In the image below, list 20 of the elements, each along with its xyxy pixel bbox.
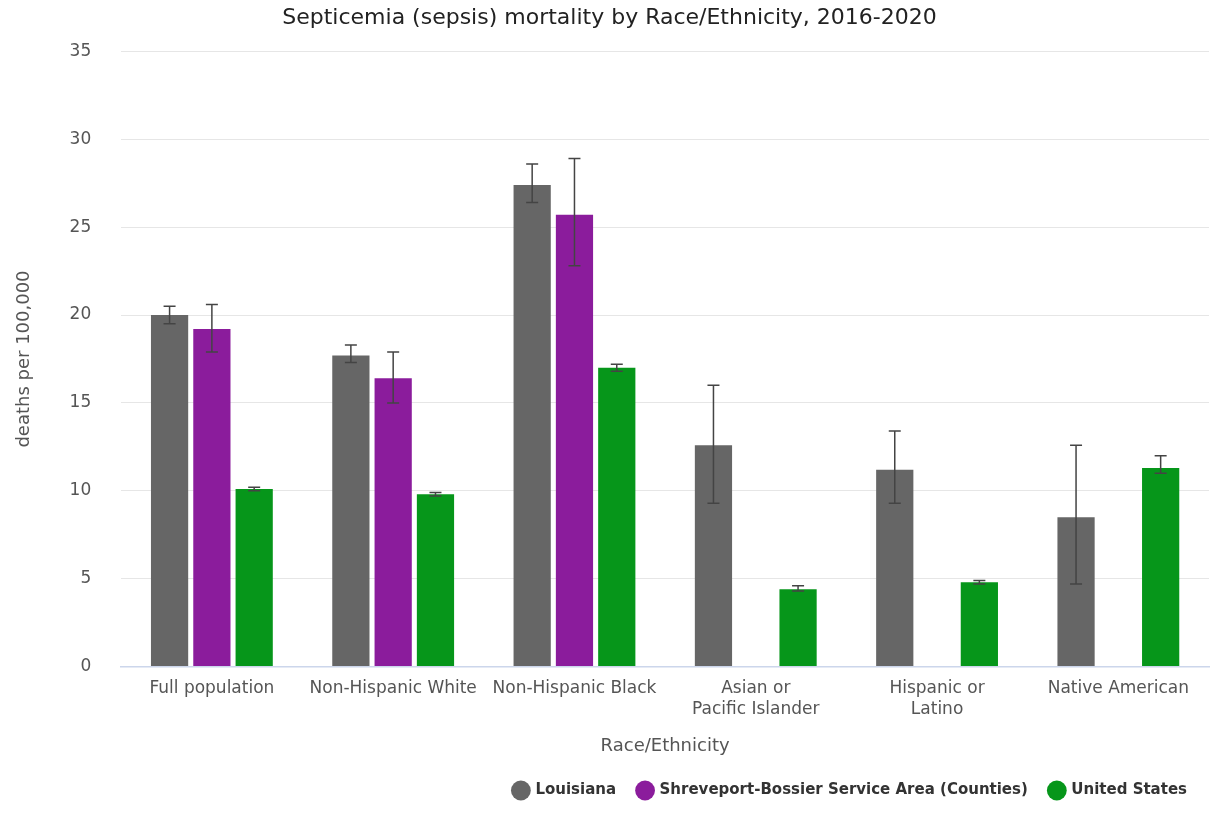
x-tick-label: Non-Hispanic White [309, 677, 477, 698]
x-tick-label: Hispanic or Latino [889, 677, 985, 718]
legend-label: Louisiana [535, 780, 617, 799]
y-axis-title: deaths per 100,000 [12, 270, 34, 448]
x-axis-title: Race/Ethnicity [600, 733, 730, 755]
x-tick-label: Non-Hispanic Black [492, 677, 657, 698]
x-tick-label: Full population [149, 677, 275, 698]
y-tick-label: 10 [69, 479, 92, 500]
y-tick-label: 35 [69, 39, 92, 60]
x-tick-label: Native American [1047, 677, 1190, 698]
legend-label: Shreveport-Bossier Service Area (Counties) [659, 780, 1028, 799]
y-tick-label: 5 [80, 567, 92, 588]
x-tick-label: Asian or Pacific Islander [692, 677, 820, 718]
y-tick-label: 30 [69, 127, 92, 148]
y-tick-label: 0 [80, 655, 92, 676]
y-tick-label: 20 [69, 303, 92, 324]
legend-label: United States [1071, 780, 1188, 799]
chart-title: Septicemia (sepsis) mortality by Race/Ethnicity, 2016-2020 [282, 3, 937, 29]
y-tick-label: 25 [69, 215, 92, 236]
y-tick-label: 15 [69, 391, 92, 412]
